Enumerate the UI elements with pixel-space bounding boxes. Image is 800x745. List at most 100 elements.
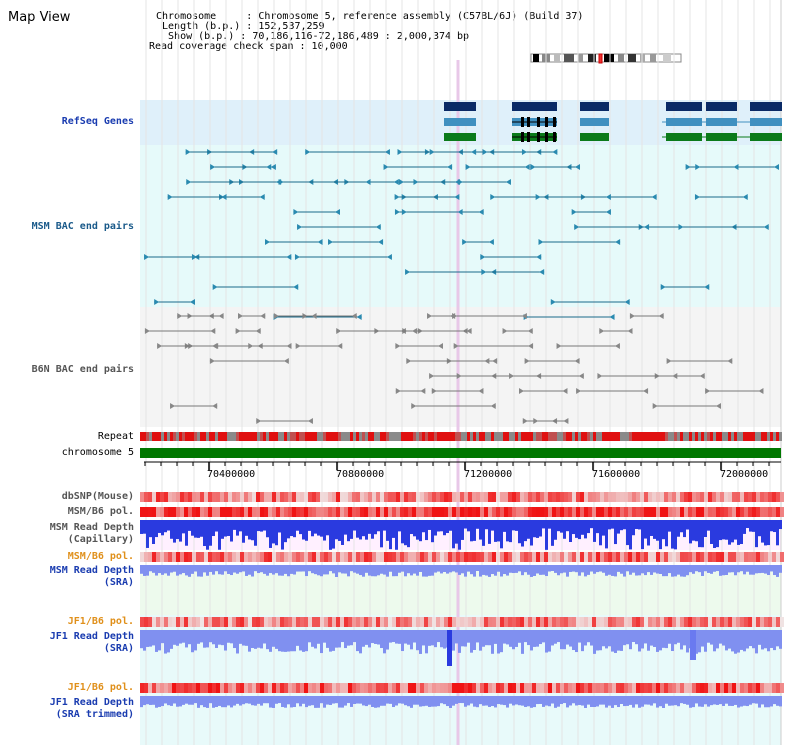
depth-bar [449, 565, 452, 573]
depth-bar [278, 565, 281, 576]
depth-bar [569, 565, 572, 572]
depth-bar [146, 630, 149, 647]
depth-bar [707, 696, 710, 707]
depth-bar [359, 520, 362, 540]
depth-bar [140, 520, 143, 534]
heat-cell [780, 617, 784, 627]
depth-bar [479, 565, 482, 577]
heat-cell [716, 683, 720, 693]
depth-bar [704, 696, 707, 705]
track-label-chromosome: chromosome 5 [61, 447, 134, 458]
heat-cell [672, 617, 676, 627]
heat-cell [412, 492, 416, 502]
depth-bar [488, 565, 491, 577]
depth-bar [710, 696, 713, 706]
depth-bar [176, 520, 179, 540]
track-label-jf1-depth: JF1 Read Depth [49, 631, 134, 642]
depth-bar [641, 696, 644, 707]
depth-bar [587, 565, 590, 575]
depth-bar [632, 520, 635, 536]
heat-cell [412, 617, 416, 627]
repeat-segment [581, 432, 584, 441]
depth-bar [443, 520, 446, 536]
heat-cell [252, 617, 256, 627]
depth-bar [752, 565, 755, 575]
track-label-b6n-bac[interactable]: B6N BAC end pairs [31, 364, 134, 375]
heat-cell [560, 492, 564, 502]
depth-bar [329, 630, 332, 652]
depth-bar [695, 565, 698, 572]
heat-cell [268, 552, 272, 562]
depth-bar [278, 696, 281, 704]
heat-cell [264, 492, 268, 502]
depth-bar [602, 696, 605, 705]
track-label-msm-bac[interactable]: MSM BAC end pairs [31, 221, 134, 232]
track-label-refseq[interactable]: RefSeq Genes [61, 116, 134, 127]
depth-bar [698, 520, 701, 548]
repeat-segment [530, 432, 533, 441]
depth-bar [191, 520, 194, 536]
heat-cell [228, 617, 232, 627]
depth-bar [209, 696, 212, 704]
depth-bar [566, 520, 569, 532]
repeat-segment [602, 432, 605, 441]
depth-bar [713, 565, 716, 572]
heat-cell [704, 683, 708, 693]
b6n-bac-end [248, 343, 254, 349]
depth-bar [398, 565, 401, 573]
depth-bar [242, 696, 245, 705]
depth-bar [668, 630, 671, 644]
depth-bar [203, 520, 206, 547]
heat-cell [256, 617, 260, 627]
depth-bar [431, 520, 434, 543]
heat-cell [224, 683, 228, 693]
heat-cell [324, 552, 328, 562]
heat-cell [640, 507, 644, 517]
heat-cell [320, 492, 324, 502]
depth-bar [413, 630, 416, 643]
heat-cell [280, 683, 284, 693]
depth-bar [332, 520, 335, 549]
repeat-segment [617, 432, 620, 441]
depth-bar [671, 630, 674, 652]
depth-bar [479, 520, 482, 540]
heat-cell [340, 492, 344, 502]
repeat-segment [725, 432, 728, 441]
depth-bar [737, 565, 740, 573]
heat-cell [700, 492, 704, 502]
depth-bar [776, 696, 779, 706]
heat-cell [708, 617, 712, 627]
heat-cell [232, 683, 236, 693]
depth-bar [701, 696, 704, 707]
depth-bar [695, 696, 698, 704]
depth-bar [485, 520, 488, 530]
heat-cell [220, 492, 224, 502]
repeat-segment [653, 432, 656, 441]
repeat-segment [419, 432, 422, 441]
heat-cell [532, 507, 536, 517]
depth-bar [290, 630, 293, 652]
depth-bar [755, 630, 758, 654]
b6n-bac-end [336, 328, 342, 334]
depth-bar [410, 630, 413, 650]
heat-cell [364, 683, 368, 693]
b6n-bac-end [273, 313, 279, 319]
heat-cell [252, 552, 256, 562]
depth-bar [515, 696, 518, 705]
heat-cell [692, 507, 696, 517]
heat-cell [372, 552, 376, 562]
heat-cell [760, 617, 764, 627]
depth-bar [383, 565, 386, 575]
heat-cell [468, 617, 472, 627]
b6n-bac-end [412, 328, 418, 334]
depth-bar [149, 565, 152, 572]
repeat-segment [509, 432, 512, 441]
heat-cell [632, 552, 636, 562]
heat-cell [576, 507, 580, 517]
heat-cell [764, 507, 768, 517]
depth-bar [758, 630, 761, 645]
depth-bar [548, 630, 551, 652]
depth-bar [170, 630, 173, 649]
repeat-segment [545, 432, 548, 441]
